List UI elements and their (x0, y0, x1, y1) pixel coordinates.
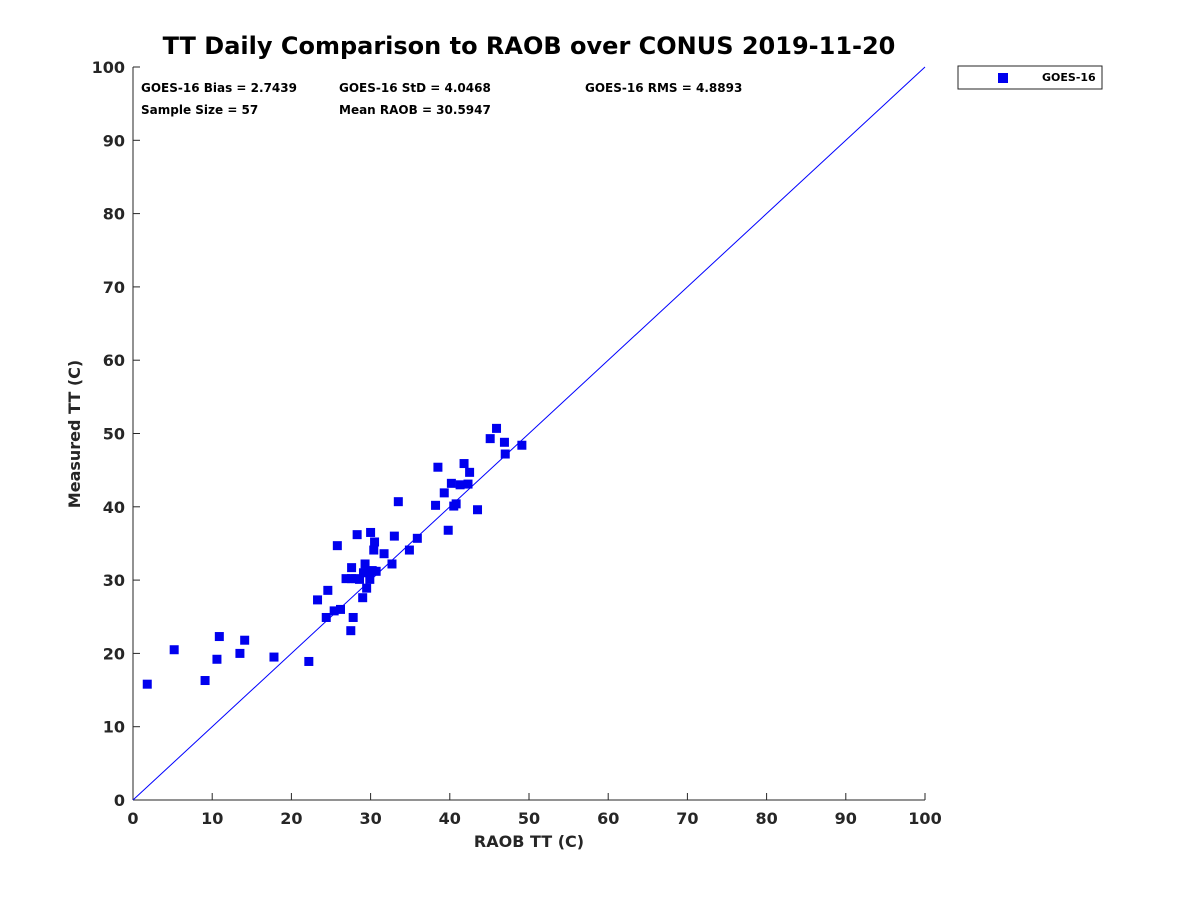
data-point (336, 604, 346, 614)
data-point (463, 479, 473, 489)
x-tick-label: 50 (518, 809, 540, 828)
data-point (269, 652, 279, 662)
data-points (142, 423, 527, 689)
data-point (313, 595, 323, 605)
data-point (329, 606, 339, 616)
data-point (465, 467, 475, 477)
data-point (371, 566, 381, 576)
x-tick-label: 40 (439, 809, 461, 828)
data-point (214, 632, 224, 642)
data-point (443, 525, 453, 535)
data-point (459, 459, 469, 469)
data-point (492, 423, 502, 433)
y-tick-label: 40 (103, 498, 125, 517)
stat-bias: GOES-16 Bias = 2.7439 (141, 81, 297, 95)
x-tick-label: 60 (597, 809, 619, 828)
legend-label: GOES-16 (1042, 71, 1096, 84)
y-tick-label: 50 (103, 425, 125, 444)
data-point (370, 537, 380, 547)
one-to-one-line (132, 66, 926, 801)
data-point (389, 531, 399, 541)
data-point (240, 635, 250, 645)
stats-annotations: GOES-16 Bias = 2.7439 GOES-16 StD = 4.04… (141, 81, 742, 117)
y-tick-label: 0 (114, 791, 125, 810)
y-ticks: 0 10 20 30 40 50 60 70 80 90 100 (92, 58, 140, 810)
x-tick-label: 20 (280, 809, 302, 828)
x-tick-label: 100 (908, 809, 941, 828)
x-tick-label: 30 (359, 809, 381, 828)
y-tick-label: 20 (103, 644, 125, 663)
data-point (473, 505, 483, 515)
data-point (235, 648, 245, 658)
chart-title: TT Daily Comparison to RAOB over CONUS 2… (163, 32, 896, 60)
data-point (369, 545, 379, 555)
y-tick-label: 10 (103, 718, 125, 737)
data-point (341, 574, 351, 584)
x-tick-label: 70 (676, 809, 698, 828)
legend-box (957, 65, 1103, 90)
data-point (455, 480, 465, 490)
legend-marker-square (998, 73, 1008, 83)
stat-sample-size: Sample Size = 57 (141, 103, 258, 117)
data-point (362, 583, 372, 593)
x-ticks: 0 10 20 30 40 50 60 70 80 90 100 (127, 793, 942, 828)
data-point (321, 612, 331, 622)
y-tick-label: 70 (103, 278, 125, 297)
stat-std: GOES-16 StD = 4.0468 (339, 81, 491, 95)
y-tick-label: 30 (103, 571, 125, 590)
y-tick-label: 60 (103, 351, 125, 370)
data-point (404, 545, 414, 555)
data-point (358, 593, 368, 603)
data-point (348, 612, 358, 622)
y-tick-label: 90 (103, 131, 125, 150)
data-point (439, 488, 449, 498)
y-tick-label: 100 (92, 58, 125, 77)
data-point (365, 574, 375, 584)
data-point (451, 499, 461, 509)
data-point (360, 559, 370, 569)
data-point (412, 533, 422, 543)
data-point (355, 574, 365, 584)
data-point (323, 585, 333, 595)
x-tick-label: 80 (755, 809, 777, 828)
stat-rms: GOES-16 RMS = 4.8893 (585, 81, 742, 95)
y-tick-label: 80 (103, 205, 125, 224)
x-tick-label: 90 (835, 809, 857, 828)
data-point (352, 530, 362, 540)
data-point (304, 656, 314, 666)
data-point (142, 679, 152, 689)
data-point (485, 434, 495, 444)
data-point (387, 559, 397, 569)
x-tick-label: 10 (201, 809, 223, 828)
data-point (212, 654, 222, 664)
data-point (358, 568, 368, 578)
data-point (379, 549, 389, 559)
data-point (499, 437, 509, 447)
data-point (433, 462, 443, 472)
x-axis-label: RAOB TT (C) (474, 832, 584, 851)
data-point (431, 500, 441, 510)
data-point (500, 449, 510, 459)
data-point (332, 541, 342, 551)
data-point (200, 676, 210, 686)
data-point (169, 645, 179, 655)
data-point (366, 527, 376, 537)
data-point (347, 563, 357, 573)
data-point (393, 497, 403, 507)
x-tick-label: 0 (127, 809, 138, 828)
stat-mean-raob: Mean RAOB = 30.5947 (339, 103, 491, 117)
data-point (517, 440, 527, 450)
legend: GOES-16 (957, 65, 1103, 90)
y-axis-label: Measured TT (C) (65, 360, 84, 508)
data-point (446, 478, 456, 488)
data-point (346, 626, 356, 636)
